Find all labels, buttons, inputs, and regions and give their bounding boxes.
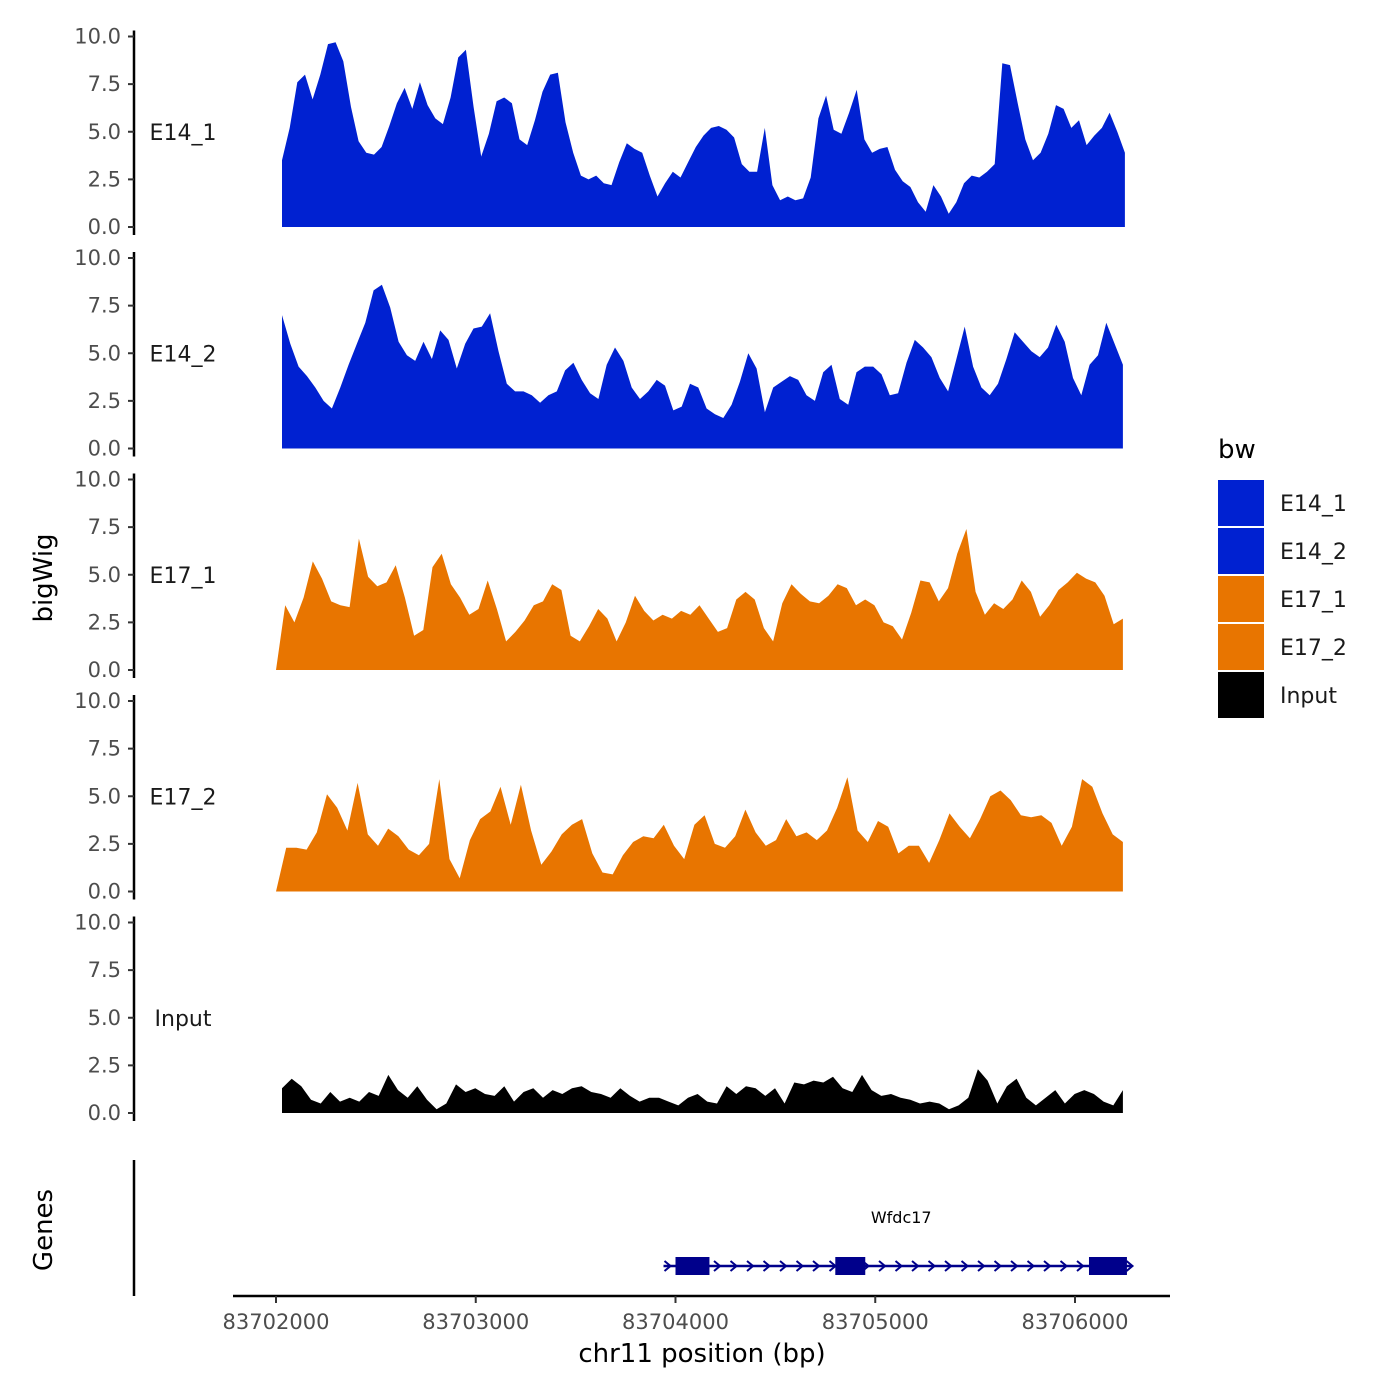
track-label: E17_1 — [150, 564, 217, 589]
x-axis-title: chr11 position (bp) — [578, 1339, 825, 1369]
y-tick-label: 10.0 — [74, 689, 121, 713]
area-series-e14_2 — [282, 284, 1123, 449]
strand-arrow — [894, 1260, 904, 1272]
y-tick-label: 7.5 — [88, 958, 121, 982]
y-tick-label: 0.0 — [88, 880, 121, 904]
y-tick-label: 7.5 — [88, 737, 121, 761]
strand-arrow — [1125, 1260, 1135, 1272]
strand-arrow — [1010, 1260, 1019, 1272]
strand-arrow — [944, 1260, 953, 1272]
track-label: Input — [155, 1007, 212, 1032]
legend-swatch — [1218, 624, 1264, 670]
legend-label: E17_1 — [1280, 588, 1347, 613]
x-tick-label: 83706000 — [1022, 1310, 1129, 1334]
y-tick-label: 10.0 — [74, 246, 121, 270]
area-series-e14_1 — [282, 42, 1125, 228]
strand-arrow — [762, 1260, 772, 1272]
y-tick-label: 0.0 — [88, 1101, 121, 1125]
strand-arrow — [1026, 1260, 1036, 1272]
strand-arrow — [663, 1260, 673, 1272]
track-label: E17_2 — [150, 785, 217, 810]
x-tick-label: 83705000 — [822, 1310, 929, 1334]
y-tick-label: 2.5 — [88, 832, 121, 856]
legend-item-e14_1: E14_1 — [1218, 480, 1347, 526]
legend-label: E17_2 — [1280, 636, 1347, 661]
strand-arrow — [960, 1260, 970, 1272]
legend-swatch — [1218, 576, 1264, 622]
legend-items: E14_1 E14_2 E17_1 E17_2 Input — [1218, 480, 1347, 718]
legend-title: bw — [1218, 435, 1256, 465]
track-e14_1: 0.0 2.5 5.0 7.5 10.0 E14_1 — [74, 25, 1125, 239]
genes-axis-title: Genes — [29, 1189, 59, 1271]
y-tick-label: 5.0 — [88, 1006, 121, 1030]
strand-arrow — [911, 1260, 920, 1272]
legend-label: E14_1 — [1280, 492, 1347, 517]
x-tick-label: 83703000 — [422, 1310, 529, 1334]
legend-swatch — [1218, 528, 1264, 574]
gene-panel: Wfdc17 — [132, 1160, 1135, 1296]
y-tick-label: 7.5 — [88, 515, 121, 539]
gene-wfdc17: Wfdc17 — [663, 1208, 1135, 1275]
strand-arrow — [713, 1260, 722, 1272]
track-label: E14_2 — [150, 342, 217, 367]
gene-name-label: Wfdc17 — [871, 1208, 932, 1227]
strand-arrow — [977, 1260, 986, 1272]
legend-label: E14_2 — [1280, 540, 1347, 565]
x-tick-label: 83702000 — [223, 1310, 330, 1334]
legend-item-e17_1: E17_1 — [1218, 576, 1347, 622]
y-tick-label: 2.5 — [88, 610, 121, 634]
area-series-e17_2 — [276, 777, 1123, 892]
y-tick-label: 2.5 — [88, 389, 121, 413]
track-label: E14_1 — [150, 121, 217, 146]
gene-models: Wfdc17 — [663, 1208, 1135, 1275]
track-e17_2: 0.0 2.5 5.0 7.5 10.0 E17_2 — [74, 689, 1123, 904]
y-tick-label: 2.5 — [88, 1053, 121, 1077]
y-tick-label: 5.0 — [88, 341, 121, 365]
legend: bw E14_1 E14_2 E17_1 E17_2 Input — [1218, 435, 1347, 718]
area-series-input — [282, 1069, 1123, 1113]
y-tick-label: 0.0 — [88, 437, 121, 461]
x-tick-label: 83704000 — [622, 1310, 729, 1334]
strand-arrow — [746, 1260, 755, 1272]
gene-exon — [1088, 1257, 1127, 1275]
legend-label: Input — [1280, 684, 1337, 709]
strand-arrow — [1076, 1260, 1085, 1272]
y-tick-label: 0.0 — [88, 658, 121, 682]
y-axis-title: bigWig — [29, 533, 59, 622]
legend-swatch — [1218, 672, 1264, 718]
strand-arrow — [779, 1260, 788, 1272]
strand-arrow — [795, 1260, 805, 1272]
strand-arrow — [993, 1260, 1003, 1272]
x-ticks: 83702000 83703000 83704000 83705000 83706000 — [223, 1296, 1129, 1334]
x-axis: 83702000 83703000 83704000 83705000 83706000 — [223, 1294, 1170, 1334]
area-series-e17_1 — [276, 529, 1123, 670]
y-tick-label: 10.0 — [74, 468, 121, 492]
y-tick-label: 5.0 — [88, 563, 121, 587]
strand-arrow — [927, 1260, 937, 1272]
gene-exon — [675, 1257, 710, 1275]
strand-arrow — [1059, 1260, 1069, 1272]
legend-item-e17_2: E17_2 — [1218, 624, 1347, 670]
strand-arrow — [729, 1260, 739, 1272]
gene-exon — [835, 1257, 866, 1275]
signal-tracks: 0.0 2.5 5.0 7.5 10.0 E14_1 0.0 2.5 5.0 7.5 10.0 E14… — [74, 25, 1125, 1125]
y-tick-label: 5.0 — [88, 120, 121, 144]
y-tick-label: 2.5 — [88, 167, 121, 191]
legend-item-input: Input — [1218, 672, 1337, 718]
legend-swatch — [1218, 480, 1264, 526]
y-tick-label: 7.5 — [88, 72, 121, 96]
strand-arrow — [1043, 1260, 1052, 1272]
y-tick-label: 10.0 — [74, 911, 121, 935]
track-e14_2: 0.0 2.5 5.0 7.5 10.0 E14_2 — [74, 246, 1123, 461]
strand-arrow — [878, 1260, 887, 1272]
y-tick-label: 7.5 — [88, 294, 121, 318]
track-e17_1: 0.0 2.5 5.0 7.5 10.0 E17_1 — [74, 468, 1123, 682]
y-tick-label: 5.0 — [88, 784, 121, 808]
strand-arrow — [812, 1260, 821, 1272]
y-tick-label: 0.0 — [88, 215, 121, 239]
legend-item-e14_2: E14_2 — [1218, 528, 1347, 574]
track-input: 0.0 2.5 5.0 7.5 10.0 Input — [74, 911, 1123, 1125]
y-tick-label: 10.0 — [74, 25, 121, 49]
